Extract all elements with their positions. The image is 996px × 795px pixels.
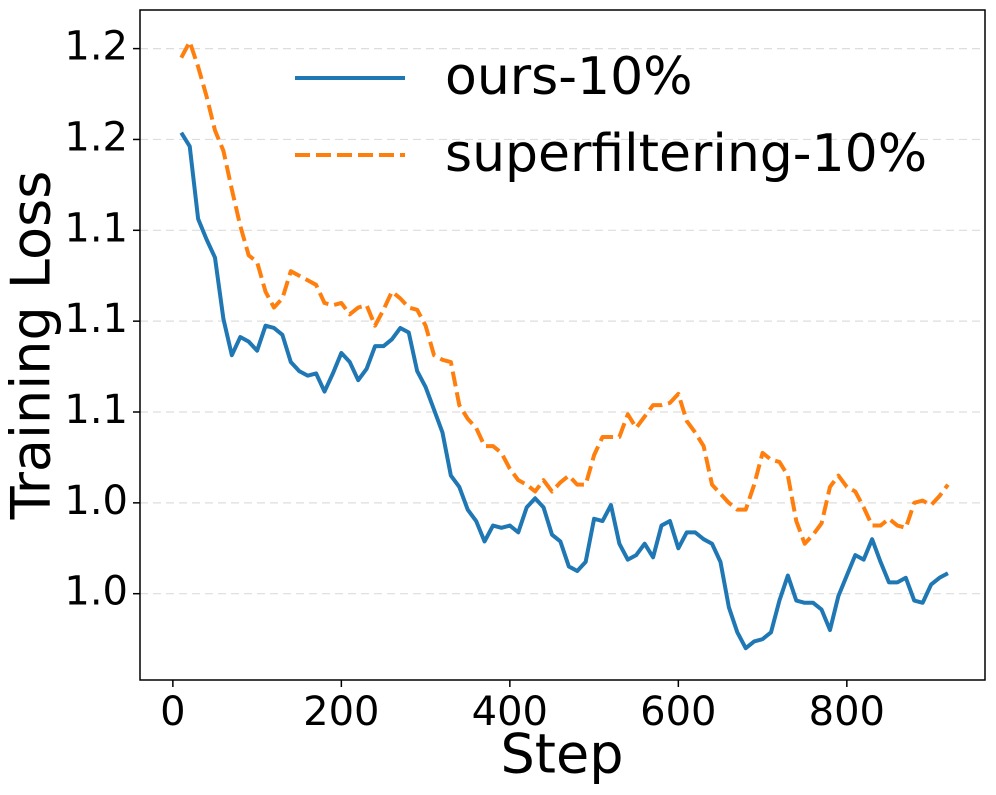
plot-lines	[179, 39, 950, 651]
y-tick-label: 1.0	[64, 569, 128, 615]
x-tick-label: 200	[303, 689, 379, 735]
y-tick-label: 1.0	[64, 478, 128, 524]
y-tick-label: 1.1	[64, 296, 128, 342]
legend-label: ours-10%	[445, 47, 693, 107]
x-axis-title: Step	[501, 723, 624, 786]
y-axis-title: Training Loss	[0, 171, 63, 521]
x-tick-label: 0	[160, 689, 185, 735]
grid	[140, 48, 985, 595]
legend-label: superfiltering-10%	[445, 124, 927, 184]
y-tick-label: 1.2	[64, 24, 128, 70]
y-tick-label: 1.1	[64, 387, 128, 433]
y-tick-label: 1.1	[64, 205, 128, 251]
series-line	[179, 131, 949, 651]
plot-frame	[139, 9, 986, 681]
series-line	[179, 39, 950, 546]
x-tick-label: 800	[809, 689, 885, 735]
y-tick-label: 1.2	[64, 114, 128, 160]
x-tick-label: 600	[640, 689, 716, 735]
x-tick-label: 400	[472, 689, 548, 735]
